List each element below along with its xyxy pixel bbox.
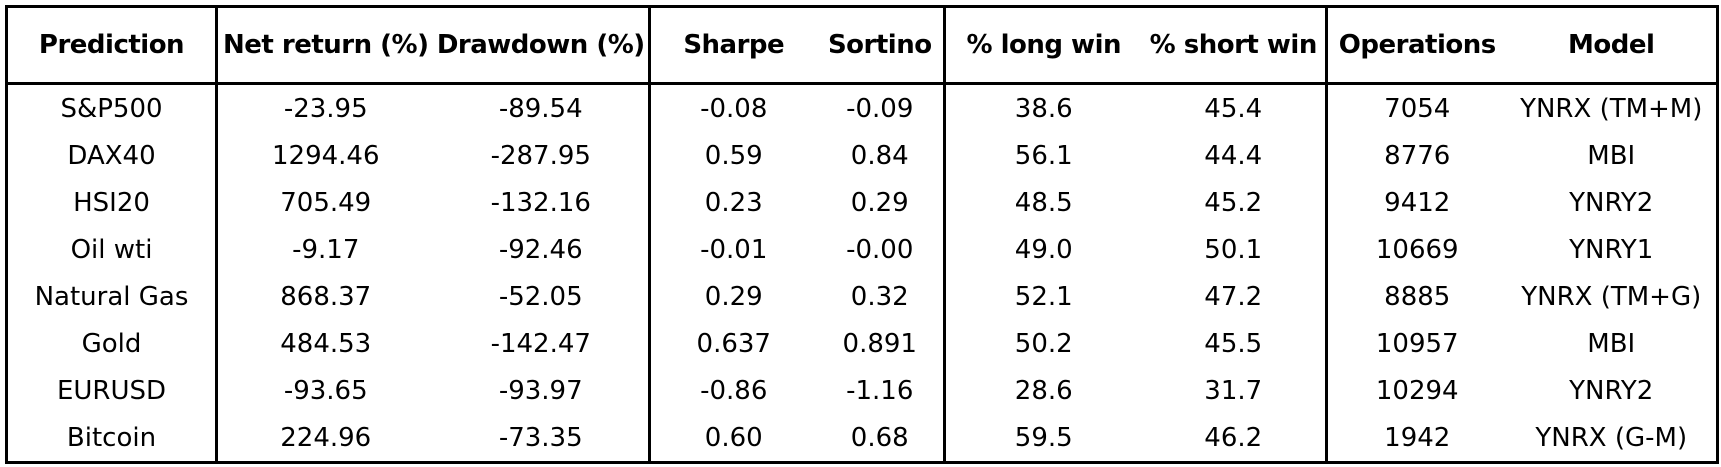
table-cell: S&P500 — [6, 83, 218, 132]
table-cell: 7054 — [1384, 93, 1451, 124]
table-cell: -0.08 — [700, 93, 768, 124]
table-cell: 0.891 — [816, 320, 946, 367]
table-cell: -0.86 — [700, 375, 768, 406]
table-cell: 44.4 — [1141, 132, 1328, 179]
table-cell: -0.01 — [700, 234, 768, 265]
table-cell: Gold — [6, 320, 218, 367]
table-cell: 50.2 — [1014, 328, 1073, 359]
table-cell: 10669 — [1375, 234, 1459, 265]
table-cell: 59.5 — [1014, 422, 1073, 453]
table-cell: -52.05 — [433, 273, 651, 320]
table-row: Oil wti -9.17 -92.46 -0.01 -0.00 49.0 50.1 1066… — [6, 226, 1718, 273]
table-cell: MBI — [1587, 328, 1636, 359]
table-cell: 0.637 — [696, 328, 771, 359]
table-cell: 0.29 — [704, 281, 763, 312]
table-cell: YNRY1 — [1569, 234, 1654, 265]
column-header: Operations — [1326, 6, 1507, 85]
table-cell: 0.29 — [816, 179, 946, 226]
table-cell: DAX40 — [6, 132, 218, 179]
table-row: Bitcoin 224.96 -73.35 0.60 0.68 59.5 46.2 1942 Y… — [6, 414, 1718, 463]
table-cell: -9.17 — [292, 234, 360, 265]
column-header: Sharpe — [649, 6, 817, 85]
column-header: Prediction — [6, 6, 218, 85]
table-cell: HSI20 — [6, 179, 218, 226]
table-cell: 9412 — [1384, 187, 1451, 218]
table-cell: 48.5 — [1014, 187, 1073, 218]
column-header: Sortino — [816, 6, 946, 85]
table-cell: -93.65 — [283, 375, 368, 406]
table-cell: 10957 — [1375, 328, 1459, 359]
table-cell: YNRY2 — [1569, 187, 1654, 218]
table-cell: -23.95 — [283, 93, 368, 124]
column-header: % short win — [1141, 6, 1328, 85]
table-cell: 10294 — [1375, 375, 1459, 406]
table-cell: 45.4 — [1141, 83, 1328, 132]
table-row: DAX40 1294.46 -287.95 0.59 0.84 56.1 44.4 8776 M… — [6, 132, 1718, 179]
table-cell: -0.09 — [816, 83, 946, 132]
table-cell: 1294.46 — [271, 140, 380, 171]
table-cell: MBI — [1587, 140, 1636, 171]
table-cell: -93.97 — [433, 367, 651, 414]
table-cell: 47.2 — [1141, 273, 1328, 320]
column-header: Drawdown (%) — [433, 6, 651, 85]
table-row: HSI20 705.49 -132.16 0.23 0.29 48.5 45.2 9412 YN… — [6, 179, 1718, 226]
table-body: S&P500 -23.95 -89.54 -0.08 -0.09 38.6 45.4 7054… — [6, 83, 1718, 463]
table-cell: 0.23 — [704, 187, 763, 218]
column-header: Model — [1506, 6, 1718, 85]
table-cell: -142.47 — [433, 320, 651, 367]
results-table: Prediction Net return (%) Drawdown (%) Shar… — [5, 5, 1719, 464]
table-cell: 0.32 — [816, 273, 946, 320]
table-cell: 50.1 — [1141, 226, 1328, 273]
table-cell: 28.6 — [1014, 375, 1073, 406]
table-cell: 0.68 — [816, 414, 946, 463]
header-row: Prediction Net return (%) Drawdown (%) Shar… — [6, 6, 1718, 85]
table-row: EURUSD -93.65 -93.97 -0.86 -1.16 28.6 31.7 1029… — [6, 367, 1718, 414]
table-row: S&P500 -23.95 -89.54 -0.08 -0.09 38.6 45.4 7054… — [6, 83, 1718, 132]
table-cell: 8885 — [1384, 281, 1451, 312]
table-cell: -89.54 — [433, 83, 651, 132]
table-cell: Bitcoin — [6, 414, 218, 463]
table-cell: -287.95 — [433, 132, 651, 179]
table-row: Gold 484.53 -142.47 0.637 0.891 50.2 45.5 10957… — [6, 320, 1718, 367]
table-header: Prediction Net return (%) Drawdown (%) Shar… — [6, 6, 1718, 85]
table-cell: -73.35 — [433, 414, 651, 463]
table-cell: 31.7 — [1141, 367, 1328, 414]
table-cell: 1942 — [1384, 422, 1451, 453]
table-cell: 49.0 — [1014, 234, 1073, 265]
table-cell: YNRX (TM+M) — [1520, 93, 1703, 124]
table-cell: -0.00 — [816, 226, 946, 273]
table-cell: 52.1 — [1014, 281, 1073, 312]
table-cell: YNRX (G-M) — [1535, 422, 1688, 453]
table-cell: 8776 — [1384, 140, 1451, 171]
table-cell: 45.5 — [1141, 320, 1328, 367]
table-cell: 484.53 — [280, 328, 372, 359]
table-cell: -1.16 — [816, 367, 946, 414]
table-cell: -132.16 — [433, 179, 651, 226]
table-cell: 45.2 — [1141, 179, 1328, 226]
table-cell: Natural Gas — [6, 273, 218, 320]
table-cell: 56.1 — [1014, 140, 1073, 171]
table-cell: 0.84 — [816, 132, 946, 179]
table-cell: 38.6 — [1014, 93, 1073, 124]
table-cell: 224.96 — [280, 422, 372, 453]
column-header: % long win — [944, 6, 1142, 85]
table-cell: YNRY2 — [1569, 375, 1654, 406]
table-cell: EURUSD — [6, 367, 218, 414]
table-row: Natural Gas 868.37 -52.05 0.29 0.32 52.1 47.2 8… — [6, 273, 1718, 320]
table-cell: 0.59 — [704, 140, 763, 171]
table-cell: 868.37 — [280, 281, 372, 312]
table-cell: YNRX (TM+G) — [1521, 281, 1702, 312]
table-cell: 0.60 — [704, 422, 763, 453]
table-cell: 46.2 — [1141, 414, 1328, 463]
column-header: Net return (%) — [216, 6, 434, 85]
table-cell: 705.49 — [280, 187, 372, 218]
table-cell: Oil wti — [6, 226, 218, 273]
table-cell: -92.46 — [433, 226, 651, 273]
